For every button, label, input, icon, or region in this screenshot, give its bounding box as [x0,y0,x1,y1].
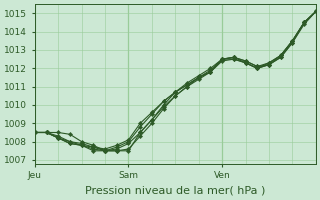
X-axis label: Pression niveau de la mer( hPa ): Pression niveau de la mer( hPa ) [85,186,266,196]
